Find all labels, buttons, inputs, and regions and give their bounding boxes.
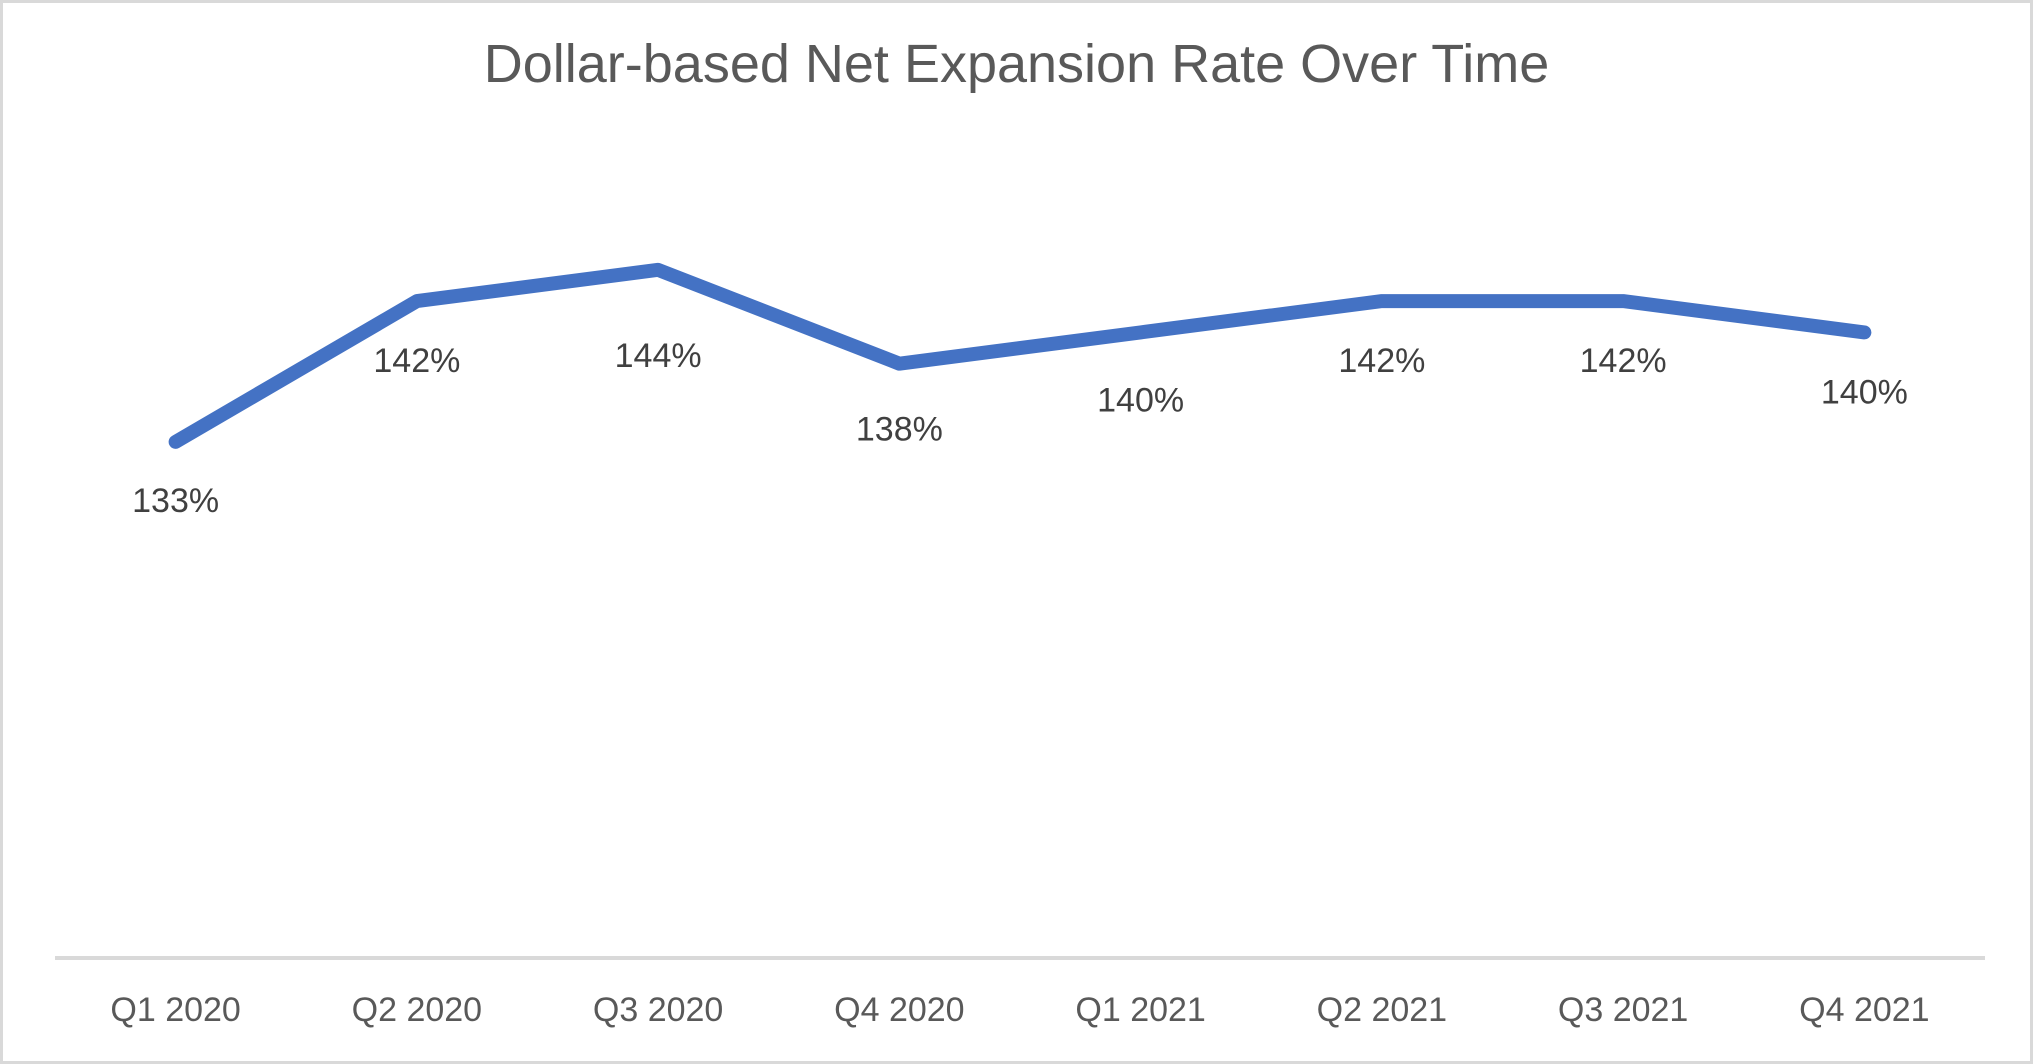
data-point-label: 140% [1821,373,1908,411]
x-axis-tick-label: Q3 2020 [593,991,723,1029]
x-axis-tick-label: Q3 2021 [1558,991,1688,1029]
data-point-label: 142% [1338,342,1425,380]
series-line [168,262,1872,449]
data-point-label: 144% [615,337,702,375]
data-point-label: 142% [373,342,460,380]
line-chart-canvas: 133% 142% 144% 138% 140% 142% 142% 140% Q1 2020 Q… [55,262,1985,1029]
data-point-label: 142% [1580,342,1667,380]
data-point-label: 133% [132,482,219,520]
data-point-label: 140% [1097,381,1184,419]
x-axis-tick-label: Q4 2020 [834,991,964,1029]
chart-title: Dollar-based Net Expansion Rate Over Tim… [483,34,1550,94]
data-point-label: 138% [856,411,943,449]
x-axis-tick-label: Q4 2021 [1799,991,1929,1029]
x-axis-tick-label: Q1 2021 [1075,991,1205,1029]
x-axis-tick-label: Q2 2021 [1317,991,1447,1029]
x-axis-tick-label: Q2 2020 [352,991,482,1029]
x-axis-tick-label: Q1 2020 [110,991,240,1029]
